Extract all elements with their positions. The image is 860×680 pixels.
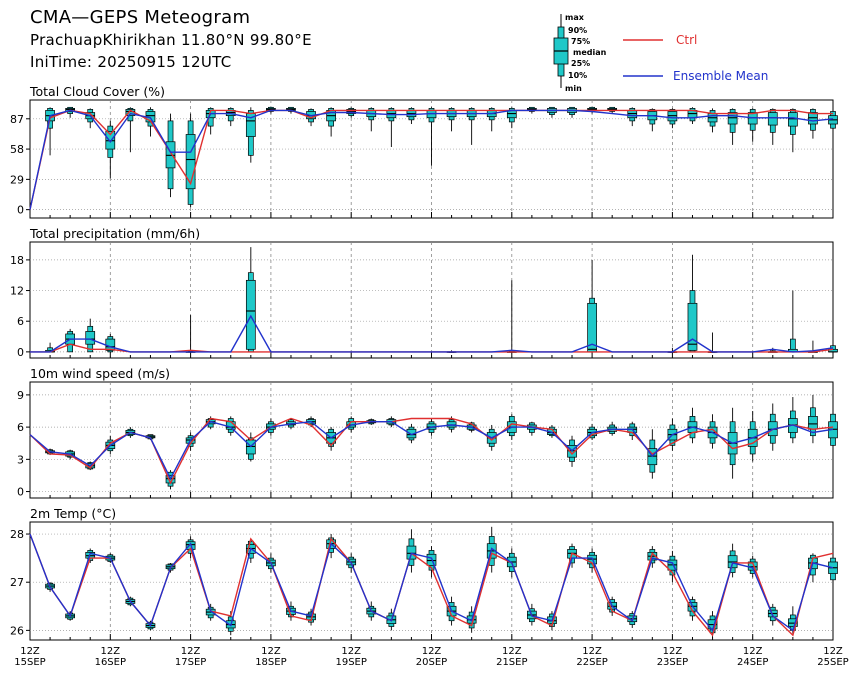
y-tick-label: 9 [17, 389, 24, 402]
panel-3: 10m wind speed (m/s) 0 3 6 9 [17, 366, 838, 499]
x-tick-hour-label: 12Z [663, 646, 683, 657]
x-tick-date-label: 19SEP [335, 657, 366, 668]
y-tick-label: 87 [10, 113, 24, 126]
x-tick-hour-label: 12Z [20, 646, 40, 657]
x-tick-hour-label: 12Z [181, 646, 201, 657]
box-legend-max-label: max [565, 13, 585, 22]
x-tick-hour-label: 12Z [422, 646, 442, 657]
x-tick-date-label: 18SEP [255, 657, 286, 668]
x-tick-hour-label: 12Z [261, 646, 281, 657]
y-tick-label: 0 [17, 346, 24, 359]
y-tick-label: 6 [17, 315, 24, 328]
ctrl-series-line [29, 417, 834, 485]
box-legend: max 90% 75% median 25% 10% min [553, 13, 607, 93]
init-time-label: IniTime: 20250915 12UTC [30, 53, 232, 71]
ctrl-legend-label: Ctrl [676, 33, 697, 47]
mean-series-line [29, 420, 834, 481]
panel-title: 10m wind speed (m/s) [30, 366, 170, 381]
x-tick-hour-label: 12Z [743, 646, 763, 657]
box-iqr [85, 331, 96, 345]
legend: max 90% 75% median 25% 10% min Ctrl Ense… [553, 13, 768, 93]
box-iqr [808, 416, 818, 430]
y-tick-label: 0 [17, 204, 24, 217]
y-tick-label: 27 [10, 576, 24, 589]
mean-legend-label: Ensemble Mean [673, 69, 768, 83]
mean-series-line [29, 109, 834, 210]
y-tick-label: 28 [10, 528, 24, 541]
y-tick-label: 18 [10, 254, 24, 267]
box-legend-p25-label: 25% [571, 59, 590, 68]
x-tick-date-label: 21SEP [496, 657, 527, 668]
box-legend-p90-label: 90% [568, 26, 587, 35]
panel-title: 2m Temp (°C) [30, 506, 116, 521]
location-label: PrachuapKhirikhan 11.80°N 99.80°E [30, 31, 312, 49]
x-tick-hour-label: 12Z [341, 646, 361, 657]
x-tick-date-label: 16SEP [95, 657, 126, 668]
box-iqr [225, 421, 236, 430]
x-axis-labels: 12Z15SEP12Z16SEP12Z17SEP12Z18SEP12Z19SEP… [14, 646, 848, 668]
x-tick-hour-label: 12Z [101, 646, 121, 657]
x-tick-date-label: 17SEP [175, 657, 206, 668]
panel-2: Total precipitation (mm/6h) 0 6 12 18 [10, 226, 838, 359]
x-tick-date-label: 20SEP [416, 657, 447, 668]
x-tick-date-label: 22SEP [576, 657, 607, 668]
box-iqr [687, 302, 698, 351]
y-tick-label: 26 [10, 624, 24, 637]
box-legend-p75-label: 75% [571, 37, 590, 46]
y-tick-label: 29 [10, 173, 24, 186]
y-tick-label: 6 [17, 421, 24, 434]
x-tick-hour-label: 12Z [582, 646, 602, 657]
box-legend-min-label: min [565, 84, 582, 93]
box-legend-p10-label: 10% [568, 71, 587, 80]
x-tick-hour-label: 12Z [823, 646, 843, 657]
y-tick-label: 3 [17, 453, 24, 466]
x-tick-date-label: 25SEP [817, 657, 848, 668]
mean-series-line [29, 533, 834, 632]
y-tick-label: 58 [10, 143, 24, 156]
y-tick-label: 12 [10, 285, 24, 298]
box-legend-median-label: median [573, 48, 607, 57]
panel-4: 2m Temp (°C) 26 27 28 [10, 506, 838, 641]
x-tick-date-label: 24SEP [737, 657, 768, 668]
x-tick-hour-label: 12Z [502, 646, 522, 657]
box-iqr [185, 134, 196, 190]
box-iqr [767, 112, 778, 126]
header: CMA—GEPS Meteogram PrachuapKhirikhan 11.… [30, 6, 312, 73]
x-tick-date-label: 15SEP [14, 657, 45, 668]
panel-title: Total Cloud Cover (%) [29, 84, 165, 99]
panel-title: Total precipitation (mm/6h) [29, 226, 200, 241]
x-tick-date-label: 23SEP [657, 657, 688, 668]
y-tick-label: 0 [17, 486, 24, 499]
meteogram-title: CMA—GEPS Meteogram [30, 7, 251, 28]
mean-series-line [30, 314, 834, 353]
panel-1: Total Cloud Cover (%) 0 29 58 87 [10, 84, 838, 219]
